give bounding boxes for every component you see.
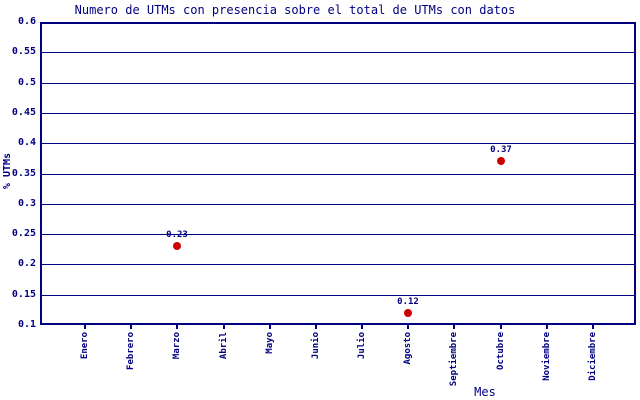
y-tick-label: 0.55 bbox=[11, 46, 36, 57]
x-tick-label: Mayo bbox=[265, 332, 275, 354]
y-tick-label: 0.2 bbox=[17, 258, 36, 269]
gridline bbox=[42, 264, 634, 265]
y-tick-label: 0.35 bbox=[11, 168, 36, 179]
x-tick-label: Octubre bbox=[496, 332, 506, 370]
x-tick bbox=[361, 325, 363, 329]
y-tick-label: 0.5 bbox=[17, 77, 36, 88]
y-tick-label: 0.25 bbox=[11, 228, 36, 239]
chart-title: Numero de UTMs con presencia sobre el to… bbox=[74, 3, 516, 17]
x-tick-label: Noviembre bbox=[542, 332, 552, 381]
x-tick bbox=[407, 325, 409, 329]
gridline bbox=[42, 113, 634, 114]
y-tick-label: 0.3 bbox=[17, 198, 36, 209]
x-tick bbox=[84, 325, 86, 329]
x-tick-label: Febrero bbox=[126, 332, 136, 370]
data-point bbox=[173, 242, 181, 250]
data-point-label: 0.23 bbox=[166, 230, 188, 240]
data-point-label: 0.37 bbox=[490, 145, 512, 155]
gridline bbox=[42, 52, 634, 53]
gridline bbox=[42, 204, 634, 205]
x-tick bbox=[500, 325, 502, 329]
x-tick-label: Diciembre bbox=[588, 332, 598, 381]
x-tick-label: Agosto bbox=[403, 332, 413, 365]
x-axis-title: Mes bbox=[474, 385, 496, 399]
x-tick bbox=[176, 325, 178, 329]
gridline bbox=[42, 295, 634, 296]
gridline bbox=[42, 174, 634, 175]
data-point bbox=[497, 157, 505, 165]
x-tick-label: Enero bbox=[80, 332, 90, 360]
x-tick bbox=[592, 325, 594, 329]
x-tick-label: Junio bbox=[311, 332, 321, 360]
y-tick-label: 0.45 bbox=[11, 107, 36, 118]
plot-area bbox=[40, 22, 636, 325]
x-tick-label: Julio bbox=[357, 332, 367, 360]
data-point-label: 0.12 bbox=[397, 297, 419, 307]
x-tick-label: Abril bbox=[219, 332, 229, 360]
x-tick bbox=[130, 325, 132, 329]
x-tick-label: Septiembre bbox=[449, 332, 459, 387]
x-tick bbox=[546, 325, 548, 329]
y-axis-title: % UTMs bbox=[2, 152, 13, 190]
x-tick bbox=[269, 325, 271, 329]
y-tick-label: 0.6 bbox=[17, 16, 36, 27]
data-point bbox=[404, 309, 412, 317]
y-tick-label: 0.15 bbox=[11, 289, 36, 300]
x-tick-label: Marzo bbox=[172, 332, 182, 360]
gridline bbox=[42, 234, 634, 235]
x-tick bbox=[453, 325, 455, 329]
x-tick bbox=[223, 325, 225, 329]
y-tick-label: 0.1 bbox=[17, 319, 36, 330]
gridline bbox=[42, 143, 634, 144]
x-tick bbox=[315, 325, 317, 329]
gridline bbox=[42, 83, 634, 84]
y-tick-label: 0.4 bbox=[17, 137, 36, 148]
